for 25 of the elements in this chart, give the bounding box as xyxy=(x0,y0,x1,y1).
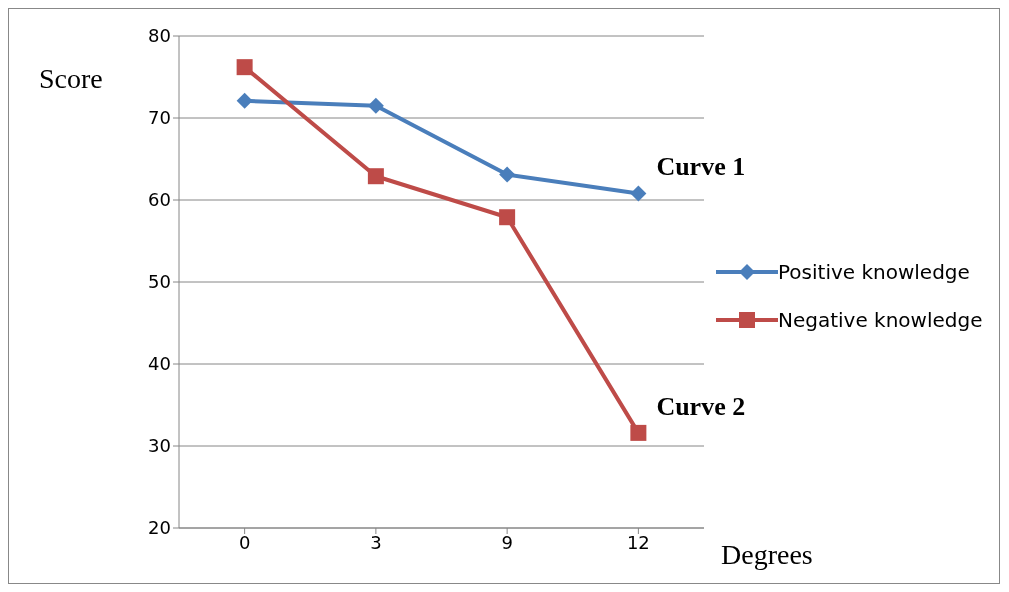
point xyxy=(499,209,516,226)
x-tick-label: 0 xyxy=(238,531,251,553)
y-tick-label: 50 xyxy=(148,271,171,293)
legend-label: Positive knowledge xyxy=(778,260,970,284)
x-tick-label: 9 xyxy=(501,531,513,553)
x-tick-label: 3 xyxy=(370,531,382,553)
legend-label: Negative knowledge xyxy=(778,308,983,332)
y-tick-label: 60 xyxy=(148,189,171,211)
y-axis-title: Score xyxy=(39,63,103,95)
y-tick-label: 30 xyxy=(148,435,171,457)
x-tick-label: 12 xyxy=(626,531,650,553)
point xyxy=(630,424,647,441)
x-axis-title: Degrees xyxy=(721,539,813,571)
point xyxy=(630,185,647,202)
point xyxy=(367,97,384,114)
point xyxy=(236,59,253,76)
y-tick-label: 70 xyxy=(148,107,171,129)
y-tick-label: 20 xyxy=(148,517,171,539)
y-tick-label: 80 xyxy=(148,25,171,47)
point xyxy=(499,166,516,183)
point xyxy=(236,92,253,109)
annotation: Curve 1 xyxy=(656,152,746,182)
annotation: Curve 2 xyxy=(656,391,746,421)
y-tick-label: 40 xyxy=(148,353,171,375)
point xyxy=(367,168,384,185)
